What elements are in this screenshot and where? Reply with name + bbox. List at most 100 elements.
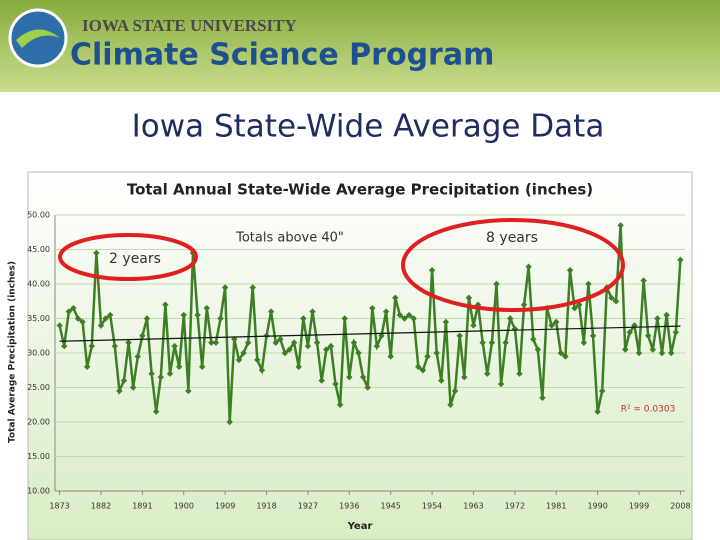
point bbox=[157, 373, 164, 381]
point bbox=[332, 380, 339, 388]
point bbox=[424, 353, 431, 360]
point bbox=[152, 408, 160, 415]
point bbox=[654, 315, 661, 322]
point bbox=[346, 373, 353, 381]
point bbox=[254, 356, 261, 364]
point bbox=[56, 322, 63, 329]
point bbox=[373, 342, 381, 350]
y-tick-label: 25.00 bbox=[27, 383, 50, 392]
point bbox=[539, 394, 546, 402]
point bbox=[134, 353, 141, 360]
y-tick-label: 40.00 bbox=[27, 280, 50, 289]
point bbox=[456, 332, 463, 339]
point bbox=[658, 349, 666, 357]
point bbox=[88, 342, 95, 350]
point bbox=[626, 329, 634, 336]
point bbox=[649, 346, 657, 353]
point bbox=[442, 318, 450, 326]
point bbox=[185, 387, 192, 395]
point bbox=[530, 336, 537, 343]
point bbox=[461, 373, 468, 381]
point bbox=[83, 363, 91, 370]
logo-swirl bbox=[16, 29, 60, 48]
x-tick-label: 1972 bbox=[505, 502, 525, 511]
point bbox=[668, 349, 675, 357]
point bbox=[359, 373, 367, 381]
point bbox=[562, 353, 569, 360]
point bbox=[267, 308, 275, 315]
point bbox=[571, 304, 578, 312]
point bbox=[635, 349, 643, 357]
point bbox=[313, 339, 321, 346]
point bbox=[419, 367, 427, 374]
logo bbox=[8, 8, 68, 68]
point bbox=[387, 353, 394, 360]
point bbox=[226, 418, 233, 426]
y-tick-label: 30.00 bbox=[27, 349, 50, 358]
point bbox=[599, 387, 606, 395]
point bbox=[281, 349, 289, 357]
x-tick-label: 1963 bbox=[463, 502, 483, 511]
point bbox=[277, 336, 284, 343]
point bbox=[139, 332, 146, 339]
point bbox=[300, 315, 307, 322]
point bbox=[502, 339, 509, 346]
x-tick-label: 1900 bbox=[174, 502, 194, 511]
point bbox=[488, 339, 496, 346]
x-tick-label: 1981 bbox=[546, 502, 566, 511]
point bbox=[447, 401, 454, 408]
point bbox=[415, 363, 422, 370]
y-tick-label: 20.00 bbox=[27, 418, 50, 427]
point bbox=[557, 349, 565, 357]
point bbox=[93, 249, 100, 257]
x-tick-label: 1954 bbox=[422, 502, 442, 511]
y-tick-label: 35.00 bbox=[27, 314, 50, 323]
x-axis-label: Year bbox=[347, 521, 373, 532]
point bbox=[162, 301, 169, 308]
point bbox=[663, 311, 670, 319]
point bbox=[672, 329, 680, 336]
point bbox=[580, 339, 588, 346]
point bbox=[410, 315, 417, 322]
y-tick-label: 10.00 bbox=[27, 487, 50, 496]
annotation: 8 years bbox=[486, 230, 538, 246]
point bbox=[364, 384, 371, 391]
point bbox=[438, 377, 445, 384]
point bbox=[286, 346, 293, 353]
point bbox=[548, 322, 555, 329]
point bbox=[129, 384, 137, 391]
point bbox=[631, 322, 638, 329]
point bbox=[125, 339, 132, 346]
annotation: Totals above 40" bbox=[235, 231, 344, 246]
point bbox=[203, 304, 210, 312]
point bbox=[396, 311, 404, 319]
point bbox=[309, 308, 316, 315]
point bbox=[290, 339, 298, 346]
point bbox=[405, 311, 413, 319]
point bbox=[175, 363, 183, 370]
point bbox=[622, 346, 629, 353]
point bbox=[617, 222, 624, 229]
point bbox=[428, 267, 436, 274]
point bbox=[465, 294, 473, 301]
point bbox=[258, 367, 266, 374]
point bbox=[355, 349, 362, 357]
x-tick-label: 1873 bbox=[49, 502, 69, 511]
x-tick-label: 1918 bbox=[256, 502, 276, 511]
point bbox=[166, 370, 174, 377]
chart-title: Total Annual State-Wide Average Precipit… bbox=[127, 181, 593, 199]
point bbox=[194, 311, 201, 319]
point bbox=[433, 349, 440, 357]
point bbox=[401, 315, 408, 322]
point bbox=[645, 332, 652, 339]
y-tick-label: 15.00 bbox=[27, 452, 50, 461]
point bbox=[479, 339, 486, 346]
point bbox=[240, 349, 247, 357]
annotation: R² = 0.0303 bbox=[621, 405, 676, 415]
point bbox=[143, 315, 151, 322]
point bbox=[336, 401, 344, 408]
point bbox=[350, 339, 358, 346]
series-line bbox=[58, 225, 682, 423]
trendline bbox=[59, 325, 681, 342]
